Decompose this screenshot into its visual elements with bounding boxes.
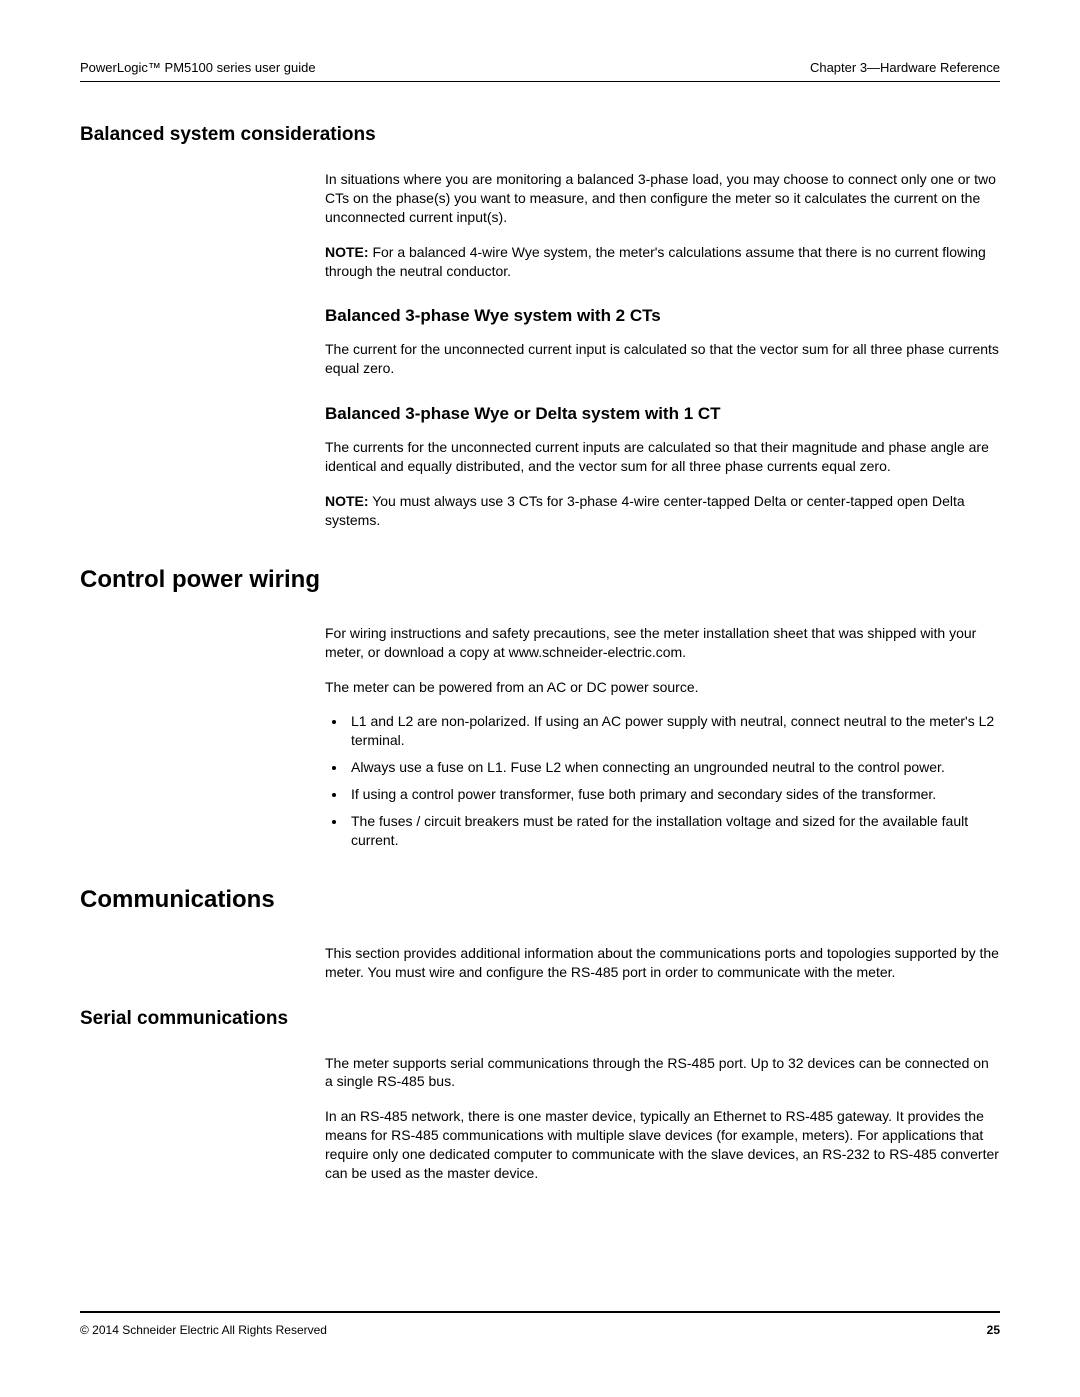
- list-item: The fuses / circuit breakers must be rat…: [347, 812, 1000, 850]
- control-p1: For wiring instructions and safety preca…: [325, 624, 1000, 662]
- note-text-2: You must always use 3 CTs for 3-phase 4-…: [325, 493, 965, 528]
- heading-balanced: Balanced system considerations: [80, 124, 1000, 146]
- comms-p1: This section provides additional informa…: [325, 944, 1000, 982]
- footer-copyright: © 2014 Schneider Electric All Rights Res…: [80, 1323, 327, 1337]
- sub1-wrap: Balanced 3-phase Wye system with 2 CTs T…: [325, 306, 1000, 378]
- heading-sub2: Balanced 3-phase Wye or Delta system wit…: [325, 404, 1000, 424]
- balanced-note1: NOTE: For a balanced 4-wire Wye system, …: [325, 243, 1000, 281]
- list-item: Always use a fuse on L1. Fuse L2 when co…: [347, 758, 1000, 777]
- note-label: NOTE:: [325, 244, 369, 260]
- header-right: Chapter 3—Hardware Reference: [810, 60, 1000, 75]
- footer-page-number: 25: [987, 1323, 1000, 1337]
- note-label-2: NOTE:: [325, 493, 369, 509]
- document-page: PowerLogic™ PM5100 series user guide Cha…: [0, 0, 1080, 1397]
- heading-serial: Serial communications: [80, 1008, 1000, 1030]
- balanced-body: In situations where you are monitoring a…: [325, 170, 1000, 280]
- header-left: PowerLogic™ PM5100 series user guide: [80, 60, 316, 75]
- sub2-body: The currents for the unconnected current…: [325, 438, 1000, 476]
- balanced-intro: In situations where you are monitoring a…: [325, 170, 1000, 227]
- sub1-body: The current for the unconnected current …: [325, 340, 1000, 378]
- serial-p2: In an RS-485 network, there is one maste…: [325, 1107, 1000, 1183]
- serial-p1: The meter supports serial communications…: [325, 1054, 1000, 1092]
- serial-body: The meter supports serial communications…: [325, 1054, 1000, 1183]
- balanced-note2: NOTE: You must always use 3 CTs for 3-ph…: [325, 492, 1000, 530]
- page-footer: © 2014 Schneider Electric All Rights Res…: [80, 1311, 1000, 1337]
- heading-sub1: Balanced 3-phase Wye system with 2 CTs: [325, 306, 1000, 326]
- heading-control: Control power wiring: [80, 566, 1000, 594]
- sub2-wrap: Balanced 3-phase Wye or Delta system wit…: [325, 404, 1000, 530]
- list-item: If using a control power transformer, fu…: [347, 785, 1000, 804]
- control-p2: The meter can be powered from an AC or D…: [325, 678, 1000, 697]
- heading-comms: Communications: [80, 886, 1000, 914]
- note-text: For a balanced 4-wire Wye system, the me…: [325, 244, 986, 279]
- control-body: For wiring instructions and safety preca…: [325, 624, 1000, 850]
- list-item: L1 and L2 are non-polarized. If using an…: [347, 712, 1000, 750]
- comms-body: This section provides additional informa…: [325, 944, 1000, 982]
- control-bullets: L1 and L2 are non-polarized. If using an…: [325, 712, 1000, 849]
- page-header: PowerLogic™ PM5100 series user guide Cha…: [80, 60, 1000, 82]
